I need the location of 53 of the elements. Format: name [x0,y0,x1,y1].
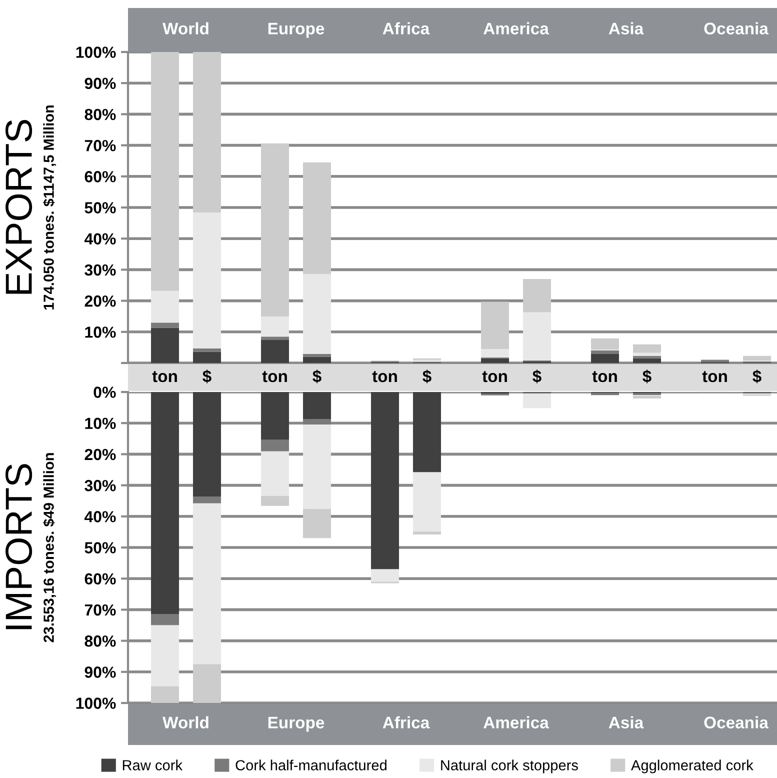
y-tick-label: 0% [94,386,116,398]
y-tick-label: 40% [84,233,116,245]
x-tick-label: ton [482,371,507,382]
text: Oceania [704,716,769,728]
legend-label: Agglomerated cork [631,760,754,774]
y-tick-label: 20% [84,448,116,460]
x-tick-label: $ [532,370,542,384]
text: World [162,716,208,728]
legend-label: Cork half-manufactured [236,760,386,770]
y-tick-label: 20% [84,295,116,307]
y-tick-label: 60% [84,573,116,585]
x-tick-label: $ [752,370,762,384]
text: Europe [268,22,324,38]
text: Asia [608,22,644,34]
x-tick-label: ton [702,371,727,382]
y-tick-label: 10% [85,326,116,338]
y-tick-label: 10% [85,418,116,430]
y-tick-label: 100% [76,698,116,709]
text: IMPORTS [6,464,32,630]
text: Africa [382,22,430,34]
y-tick-label: 60% [84,171,116,182]
y-tick-label: 70% [84,140,116,152]
text: America [484,716,549,728]
y-tick-label: 70% [84,604,116,616]
x-tick-label: ton [592,371,617,382]
text: World [162,22,208,34]
text: Oceania [704,22,769,34]
text: Asia [608,716,644,728]
y-tick-label: 50% [84,542,116,554]
y-tick-label: 100% [76,46,116,58]
text: Europe [268,716,324,732]
y-tick-label: 90% [84,666,116,678]
text: EXPORTS [6,120,32,294]
x-tick-label: $ [422,370,432,384]
legend-label: Natural cork stoppers [441,760,578,774]
x-tick-label: ton [152,371,177,382]
y-tick-label: 30% [84,480,116,492]
x-tick-label: $ [202,370,212,384]
text: Africa [382,716,430,728]
text: 23.553,16 tones. $49 Million [42,453,56,642]
y-tick-label: 80% [84,108,116,120]
y-tick-label: 40% [84,511,116,522]
x-tick-label: ton [262,371,287,382]
legend-label: Raw cork [122,760,183,770]
y-tick-label: 90% [84,78,116,90]
text: America [484,22,549,34]
y-tick-label: 50% [84,202,116,214]
y-tick-label: 30% [84,264,116,276]
y-tick-label: 80% [84,635,116,647]
x-tick-label: $ [642,370,652,384]
x-tick-label: ton [372,371,397,382]
text: 174.050 tones. $1147,5 Million [42,105,56,310]
x-tick-label: $ [312,370,322,384]
